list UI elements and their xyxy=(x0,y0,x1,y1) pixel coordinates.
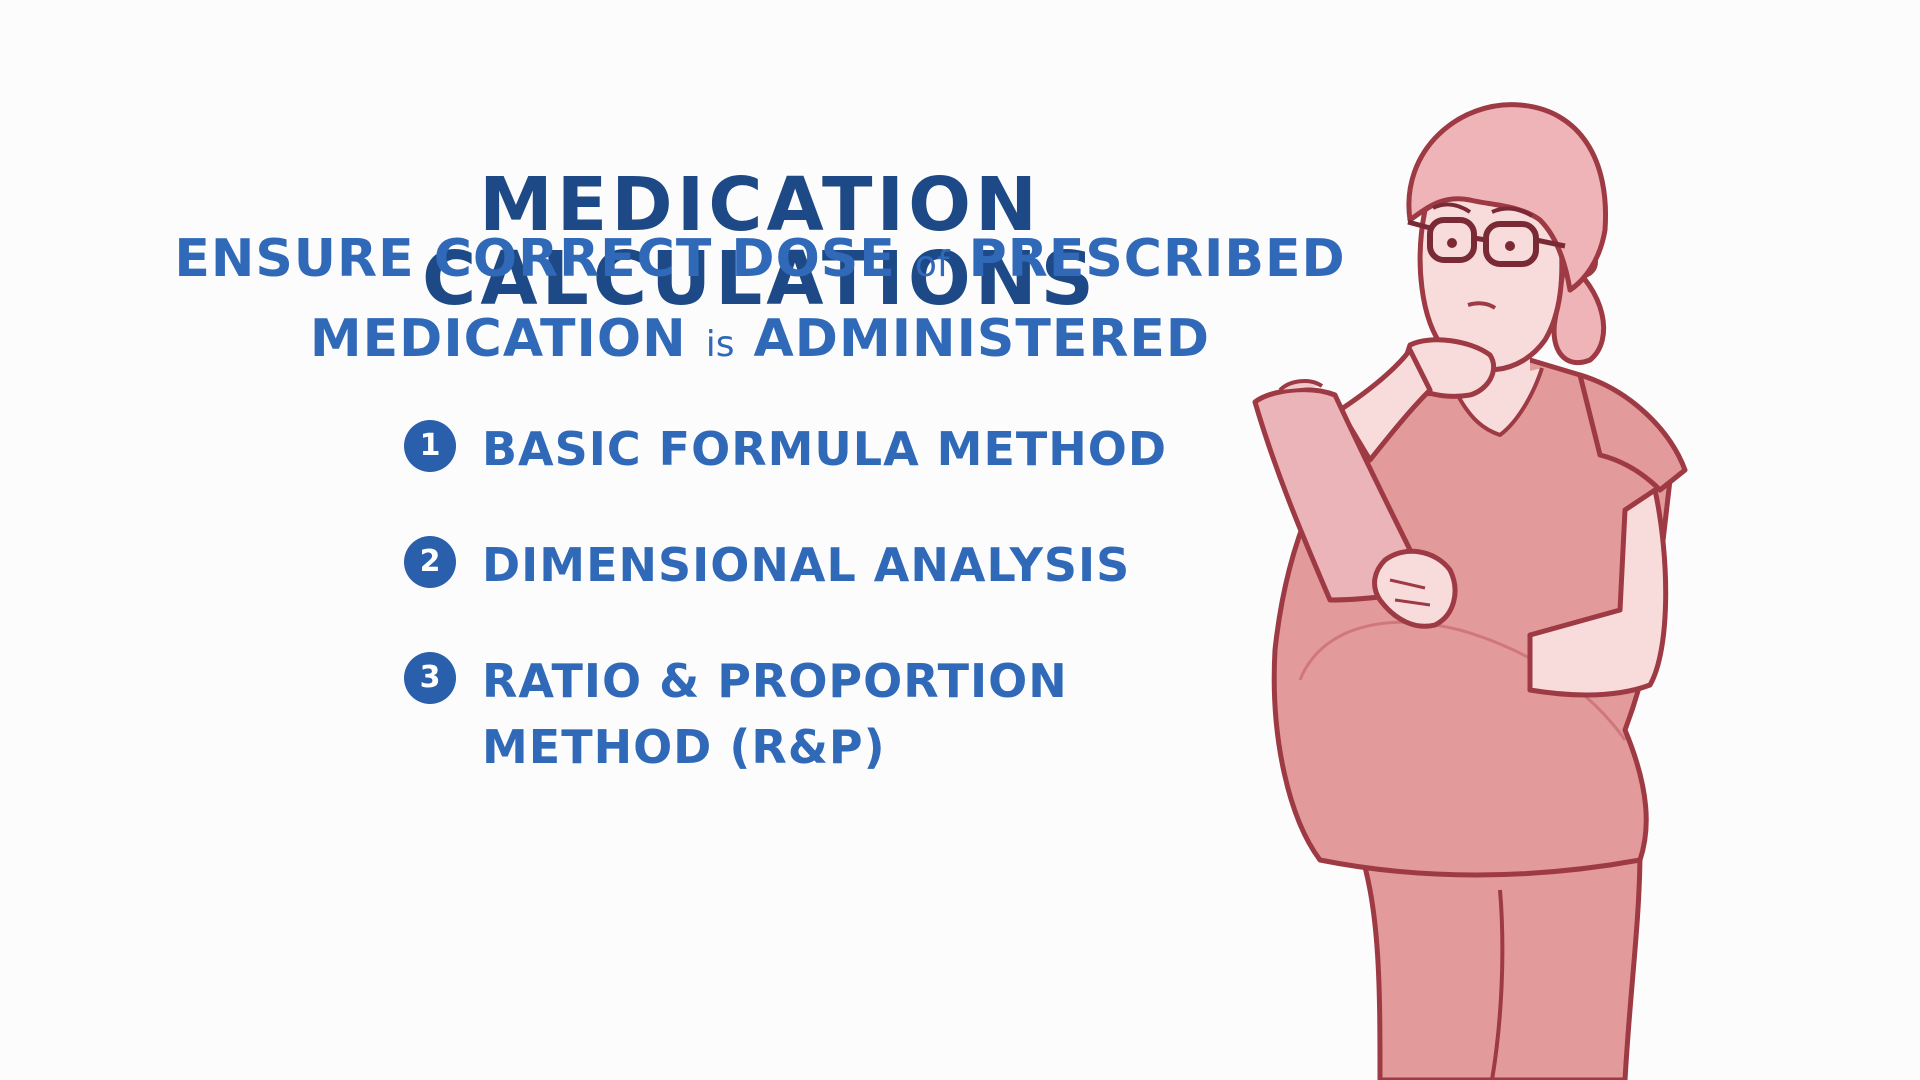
method-label-line: BASIC FORMULA METHOD xyxy=(482,422,1168,476)
method-number-badge: 1 xyxy=(404,420,456,472)
method-number-badge: 3 xyxy=(404,652,456,704)
slide-subtitle: ENSURE CORRECT DOSE of PRESCRIBED MEDICA… xyxy=(140,222,1380,382)
subtitle-text: MEDICATION xyxy=(309,309,706,369)
nurse-illustration xyxy=(1230,90,1750,1080)
subtitle-small-word: is xyxy=(705,324,735,365)
subtitle-text: PRESCRIBED xyxy=(949,229,1346,289)
subtitle-line-1: ENSURE CORRECT DOSE of PRESCRIBED xyxy=(140,222,1380,302)
method-label-line: METHOD (R&P) xyxy=(482,720,886,774)
subtitle-small-word: of xyxy=(914,244,950,285)
method-label: BASIC FORMULA METHOD xyxy=(482,416,1167,482)
method-label: DIMENSIONAL ANALYSIS xyxy=(482,532,1130,598)
slide-title: MEDICATION CALCULATIONS xyxy=(422,161,1098,322)
method-label-line: DIMENSIONAL ANALYSIS xyxy=(482,538,1131,592)
subtitle-line-2: MEDICATION is ADMINISTERED xyxy=(140,302,1380,382)
method-label-line: RATIO & PROPORTION xyxy=(482,654,1068,708)
method-label: RATIO & PROPORTION METHOD (R&P) xyxy=(482,648,1068,780)
method-number-badge: 2 xyxy=(404,536,456,588)
subtitle-text: ADMINISTERED xyxy=(734,309,1211,369)
nurse-illustration-icon xyxy=(1252,102,1688,1080)
subtitle-text: ENSURE CORRECT DOSE xyxy=(174,229,915,289)
